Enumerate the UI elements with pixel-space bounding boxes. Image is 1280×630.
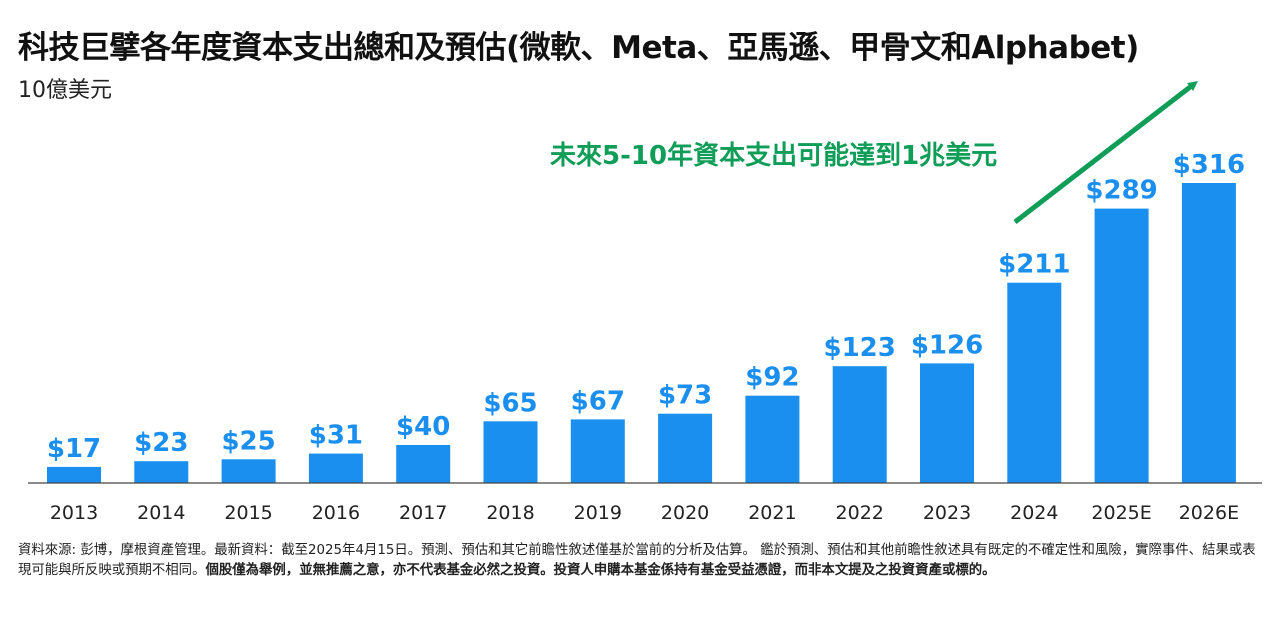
chart-title: 科技巨擘各年度資本支出總和及預估(微軟、Meta、亞馬遜、甲骨文和Alphabe…	[18, 30, 1139, 66]
bar-2015	[221, 459, 276, 483]
bar-2024	[1007, 282, 1062, 483]
bar-2018	[483, 421, 538, 483]
value-label-2025E: $289	[1085, 176, 1157, 206]
bar-2019	[570, 419, 625, 483]
bar-2023	[920, 363, 974, 483]
x-tick-2026E: 2026E	[1179, 502, 1239, 524]
x-tick-2016: 2016	[312, 502, 360, 524]
bar-2025E	[1094, 208, 1149, 483]
x-tick-2017: 2017	[399, 502, 447, 524]
value-label-2017: $40	[396, 412, 450, 442]
x-tick-2014: 2014	[137, 502, 185, 524]
bar-2020	[658, 413, 713, 483]
source-footnote: 資料來源: 彭博，摩根資產管理。最新資料：截至2025年4月15日。預測、預估和…	[18, 541, 1268, 581]
x-tick-2025E: 2025E	[1091, 502, 1151, 524]
bar-2013	[47, 466, 101, 483]
bar-2017	[396, 445, 451, 483]
value-label-2014: $23	[134, 428, 188, 458]
value-label-2016: $31	[309, 421, 363, 451]
x-tick-2021: 2021	[748, 502, 796, 524]
bar-2014	[134, 461, 189, 483]
value-label-2026E: $316	[1173, 150, 1245, 180]
value-label-2013: $17	[47, 434, 101, 464]
x-tick-2023: 2023	[923, 502, 971, 524]
x-tick-2022: 2022	[836, 502, 884, 524]
x-tick-2018: 2018	[486, 502, 534, 524]
footnote-disclaimer: 個股僅為舉例，並無推薦之意，亦不代表基金必然之投資。投資人申購本基金係持有基金受…	[205, 563, 996, 578]
value-label-2015: $25	[221, 426, 275, 456]
trend-annotation: 未來5-10年資本支出可能達到1兆美元	[550, 140, 997, 171]
value-label-2023: $126	[911, 330, 983, 360]
bar-2026E	[1181, 183, 1236, 483]
x-tick-2019: 2019	[574, 502, 622, 524]
x-tick-2020: 2020	[661, 502, 709, 524]
value-label-2024: $211	[998, 250, 1070, 280]
value-label-2019: $67	[571, 386, 625, 416]
footnote-text: 資料來源: 彭博，摩根資產管理。最新資料：截至2025年4月15日。預測、預估和…	[18, 543, 1256, 578]
bar-chart: $17 $23 $25 $31 $40 $65 $67 $73 $92 $123 $126 $211 $…	[28, 80, 1262, 524]
chart-unit-label: 10億美元	[18, 78, 112, 103]
bar-2022	[832, 366, 887, 483]
value-label-2021: $92	[745, 363, 799, 393]
bar-2021	[745, 395, 800, 483]
trend-arrow	[1013, 80, 1198, 224]
value-label-2018: $65	[483, 388, 537, 418]
x-tick-2013: 2013	[50, 502, 98, 524]
value-label-2022: $123	[824, 333, 896, 363]
x-tick-2024: 2024	[1010, 502, 1058, 524]
x-tick-2015: 2015	[224, 502, 272, 524]
bar-2016	[308, 453, 363, 483]
value-label-2020: $73	[658, 381, 712, 411]
